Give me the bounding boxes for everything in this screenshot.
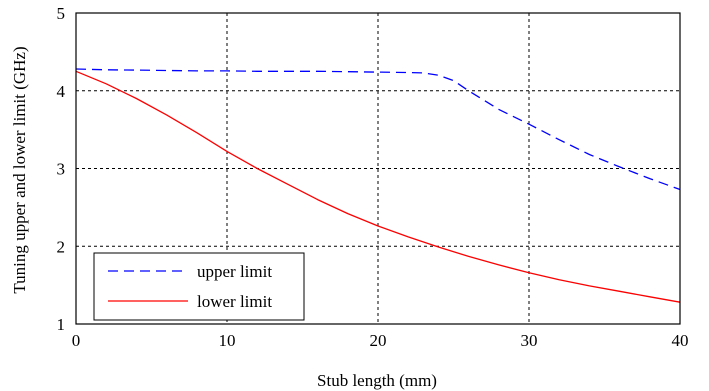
series-lines [75, 68, 681, 303]
x-tick-label: 10 [219, 331, 236, 350]
tick-labels: 0 10 20 30 40 1 2 3 4 5 [57, 4, 689, 350]
series-line-upper-limit [75, 68, 681, 191]
x-tick-label: 30 [521, 331, 538, 350]
plot-frame [75, 12, 681, 325]
y-tick-label: 2 [57, 237, 66, 256]
x-axis-label: Stub length (mm) [317, 371, 437, 390]
y-tick-label: 4 [57, 82, 66, 101]
y-axis-label: Tuning upper and lower limit (GHz) [10, 46, 29, 293]
legend-box [93, 252, 305, 321]
x-tick-label: 0 [72, 331, 81, 350]
legend-label-upper-limit: upper limit [197, 262, 272, 281]
series-line-lower-limit [75, 70, 681, 303]
legend: upper limit lower limit [93, 252, 305, 321]
legend-label-lower-limit: lower limit [197, 292, 272, 311]
x-tick-label: 40 [672, 331, 689, 350]
x-tick-label: 20 [370, 331, 387, 350]
y-tick-label: 3 [57, 160, 66, 179]
y-tick-label: 1 [57, 315, 66, 334]
y-tick-label: 5 [57, 4, 66, 23]
